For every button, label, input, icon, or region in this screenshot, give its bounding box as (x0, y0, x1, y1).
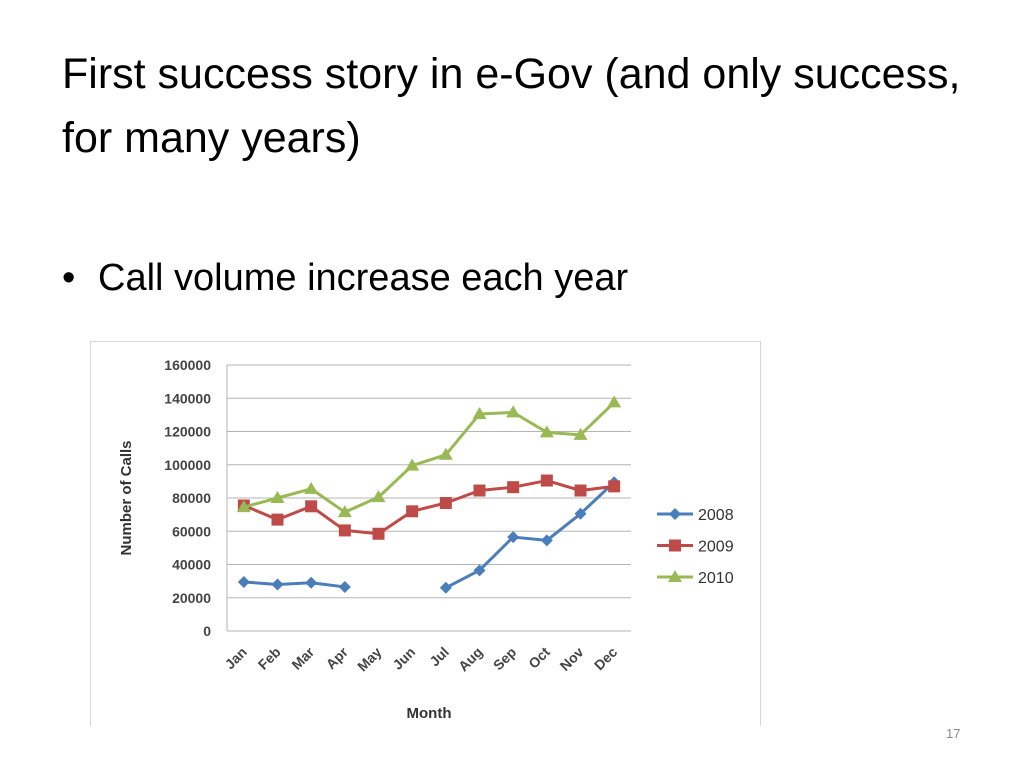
x-tick-label: Apr (323, 643, 352, 672)
page-number: 17 (946, 726, 961, 741)
data-point-2010 (236, 500, 251, 513)
data-point-2009 (372, 527, 385, 540)
data-point-2009 (540, 474, 553, 487)
series-line-2010 (243, 401, 616, 514)
bullet-dot-icon: • (62, 257, 76, 299)
data-point-2008 (507, 531, 520, 544)
data-point-2008 (305, 576, 318, 589)
slide-title: First success story in e-Gov (and only s… (62, 50, 961, 162)
data-point-2010 (270, 491, 285, 503)
x-tick-label: Feb (255, 644, 284, 673)
data-point-2009 (439, 496, 452, 509)
data-point-2008 (271, 578, 284, 591)
x-tick-label: May (354, 644, 385, 675)
data-point-2009 (271, 513, 284, 526)
data-point-2009 (608, 480, 621, 493)
x-axis-title: Month (407, 705, 452, 722)
data-point-2009 (406, 505, 419, 518)
data-point-2010 (371, 490, 386, 503)
x-tick-label: Nov (557, 644, 587, 674)
data-point-2008 (439, 581, 452, 594)
series-line-2008 (243, 580, 346, 589)
x-tick-label: Oct (525, 644, 553, 672)
chart-canvas: 0 20000 40000 60000 80000 100000 120000 140000 1… (118, 357, 734, 722)
legend-marker-2010 (668, 570, 682, 582)
x-tick-label: Jan (222, 644, 250, 672)
data-point-2008 (540, 534, 553, 547)
bullet-item: • Call volume increase each year (62, 252, 628, 304)
data-point-2010 (472, 407, 487, 420)
x-tick-label: Sep (490, 644, 519, 673)
legend-label: 2008 (698, 507, 734, 524)
y-tick-label: 120000 (164, 424, 211, 440)
data-point-2009 (305, 500, 318, 513)
data-point-2010 (304, 481, 319, 494)
data-point-2008 (473, 564, 486, 577)
legend-label: 2010 (698, 570, 734, 587)
data-point-2008 (574, 507, 587, 520)
legend-marker-2009 (669, 539, 681, 552)
data-point-2008 (237, 575, 250, 588)
data-point-2009 (507, 481, 520, 494)
series-line-2009 (243, 479, 615, 536)
data-point-2009 (574, 484, 587, 497)
y-tick-label: 60000 (172, 523, 211, 539)
line-chart: 0 20000 40000 60000 80000 100000 120000 140000 1… (90, 341, 761, 726)
data-point-2010 (539, 425, 554, 438)
y-tick-label: 160000 (164, 357, 211, 373)
x-tick-label: Jun (389, 644, 418, 673)
series-line-2008 (445, 481, 616, 590)
data-point-2008 (338, 580, 351, 593)
data-point-2009 (473, 484, 486, 497)
data-point-2009 (338, 524, 351, 537)
y-tick-label: 140000 (164, 390, 211, 406)
y-tick-label: 80000 (172, 490, 211, 506)
data-point-2010 (337, 505, 352, 518)
legend-marker-2008 (669, 508, 681, 520)
x-tick-label: Mar (288, 643, 317, 672)
legend-label: 2009 (698, 539, 734, 556)
y-tick-label: 40000 (172, 557, 211, 573)
y-tick-label: 100000 (164, 457, 211, 473)
data-point-2010 (506, 405, 521, 418)
data-point-2010 (438, 447, 453, 460)
x-tick-label: Jul (426, 644, 452, 670)
bullet-text: Call volume increase each year (98, 257, 629, 299)
data-point-2010 (573, 427, 588, 440)
data-point-2010 (405, 458, 420, 471)
y-tick-label: 20000 (172, 590, 211, 606)
data-point-2010 (607, 395, 622, 408)
x-tick-label: Dec (591, 644, 621, 674)
y-tick-label: 0 (203, 623, 211, 639)
x-tick-label: Aug (455, 644, 486, 675)
y-axis-title: Number of Calls (118, 440, 135, 555)
